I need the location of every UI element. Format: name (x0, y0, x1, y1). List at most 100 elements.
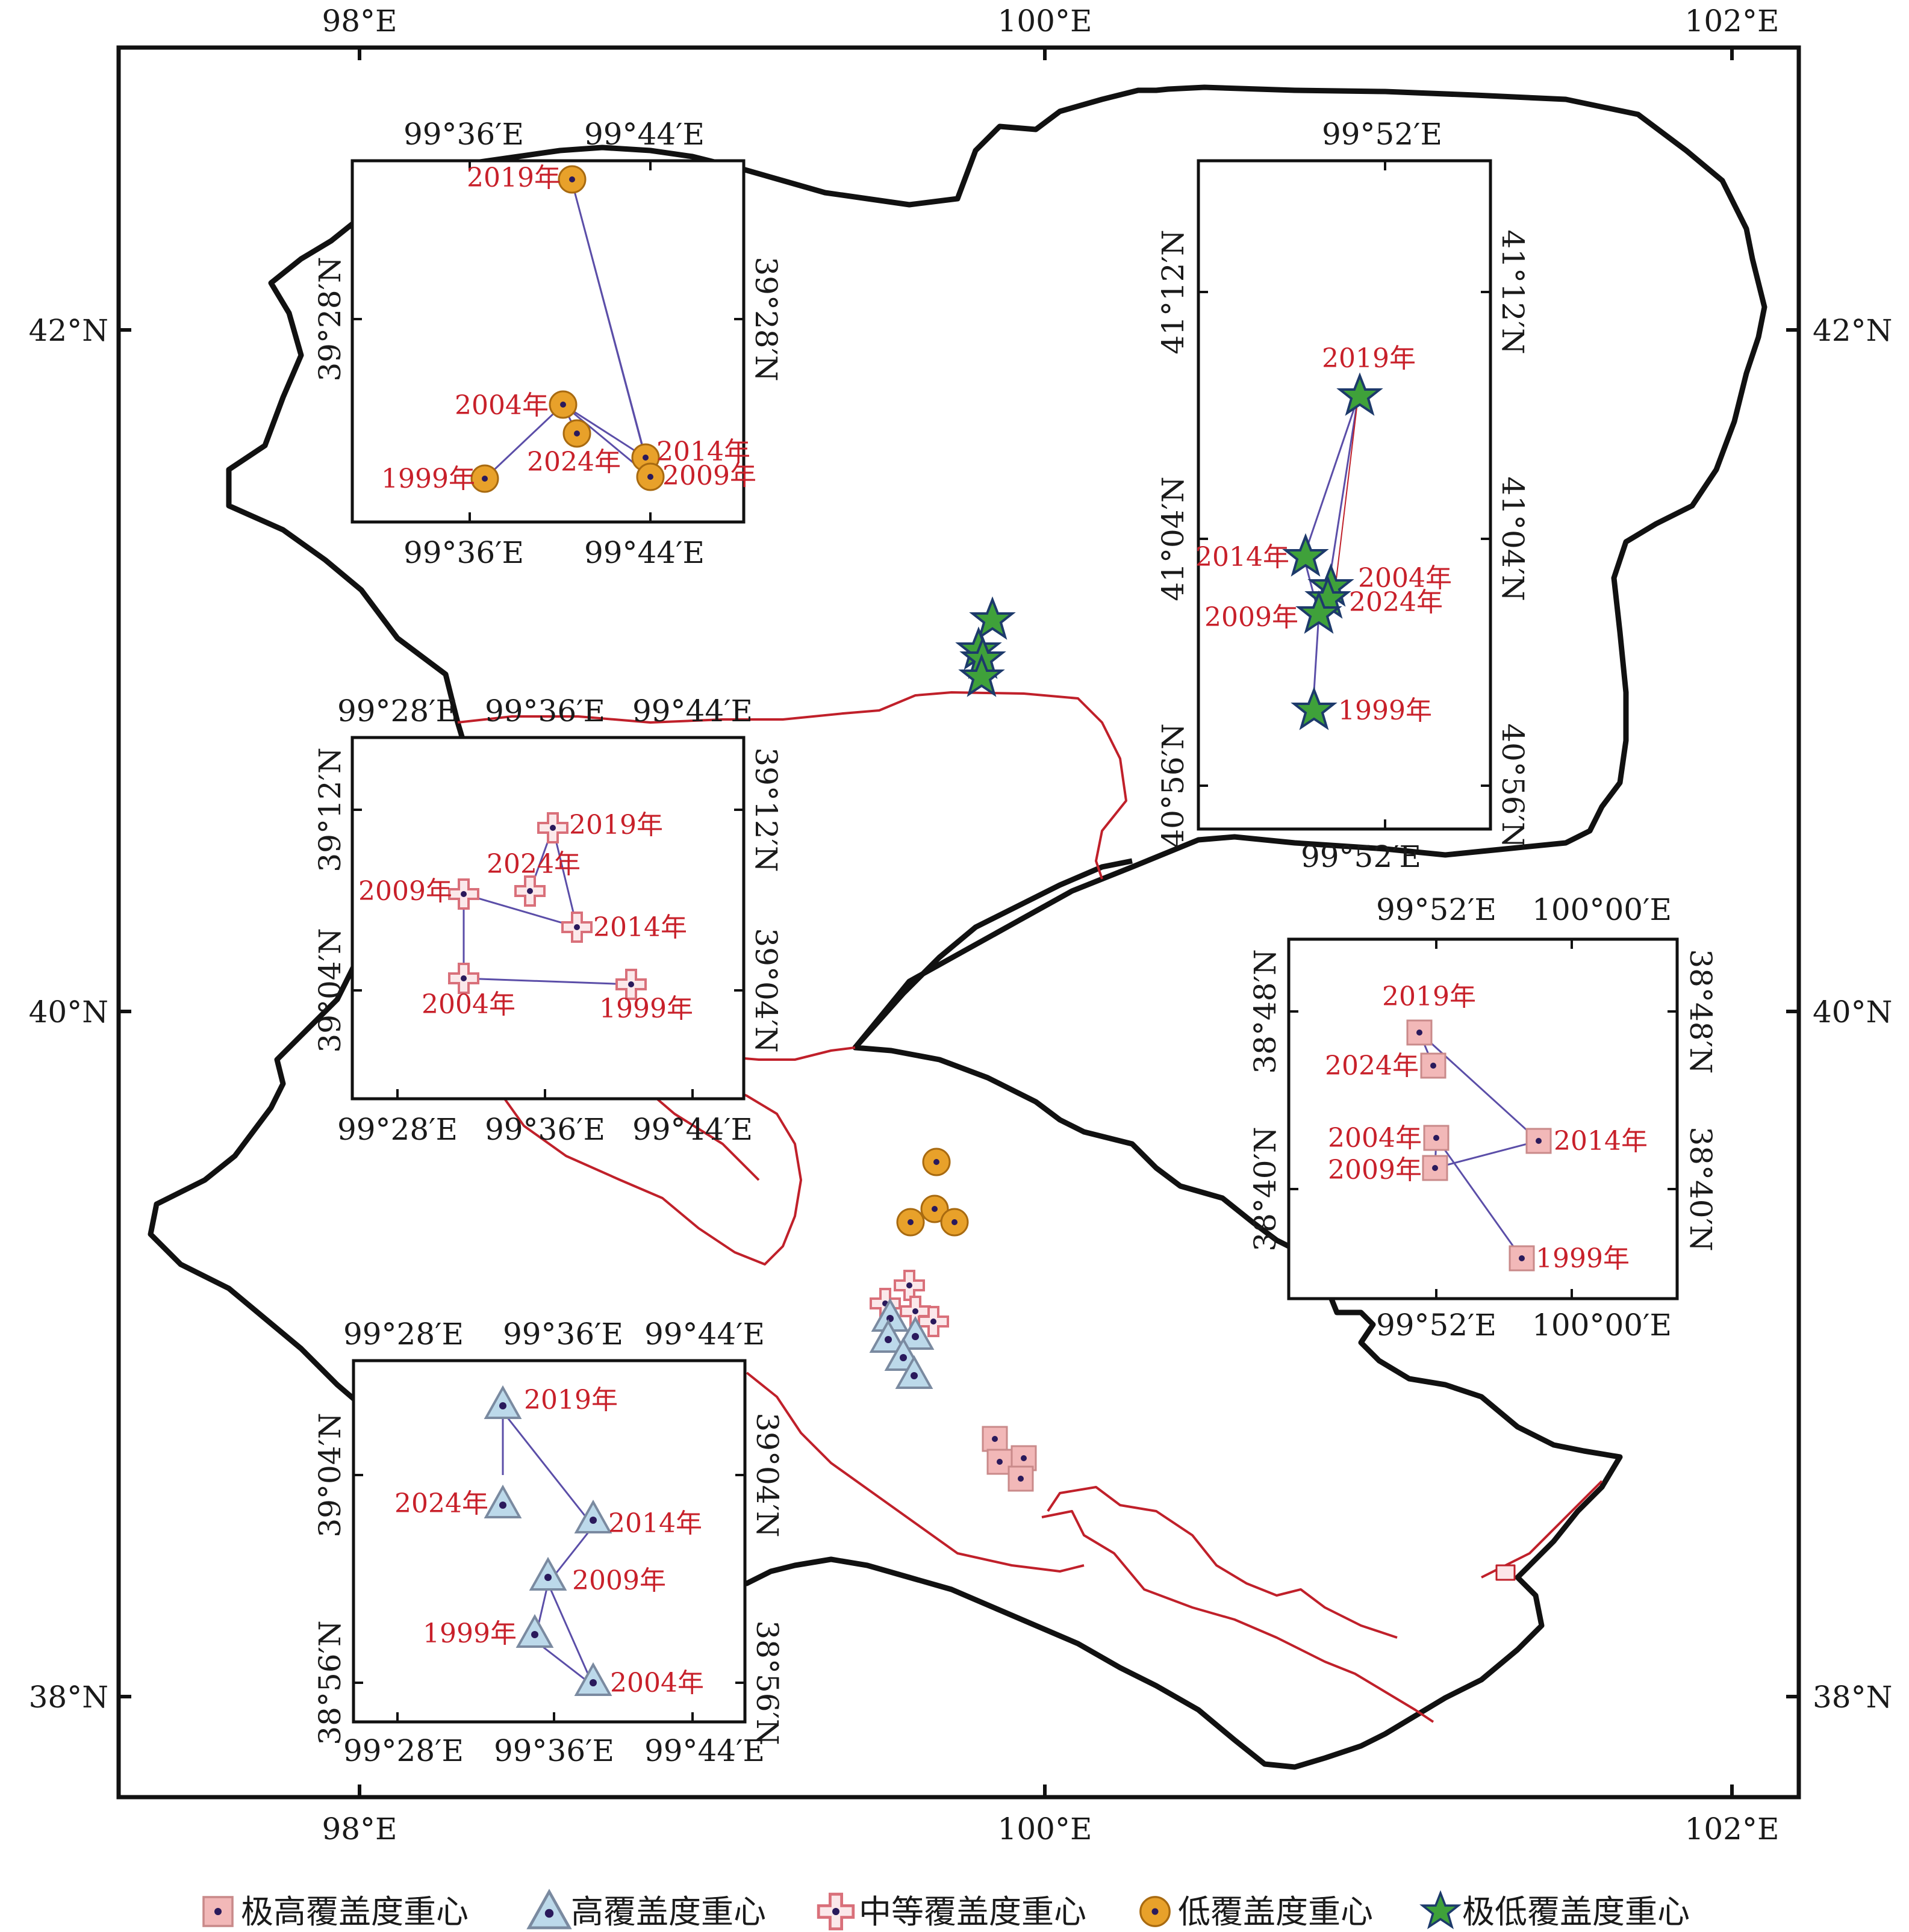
inset-med-x-bottom-2: 99°36′E (485, 1112, 605, 1147)
inset-xhigh-x-bottom-2: 100°00′E (1532, 1308, 1672, 1343)
inset-xlow-x-bottom: 99°52′E (1301, 839, 1421, 874)
inset-xhigh-x-top-2: 100°00′E (1532, 892, 1672, 927)
inset-low-label-2019: 2019年 (467, 163, 561, 193)
inset-extreme-high: 99°52′E 100°00′E 99°52′E 100°00′E 38°48′… (1248, 892, 1718, 1343)
main-axis-labels: 98°E 100°E 102°E 98°E 100°E 102°E 42°N 4… (29, 4, 1893, 1847)
y-tick-right-42: 42°N (1813, 313, 1892, 348)
inset-high-y-left-2: 38°56′N (313, 1620, 347, 1745)
pink-square-icon (1423, 1125, 1450, 1151)
x-tick-bottom-102: 102°E (1685, 1812, 1780, 1847)
inset-xlow-label-2024: 2024年 (1349, 587, 1443, 618)
inset-high-label-2019: 2019年 (524, 1385, 618, 1415)
x-tick-top-100: 100°E (998, 4, 1092, 39)
x-tick-bottom-100: 100°E (998, 1812, 1092, 1847)
inset-xlow-label-1999: 1999年 (1338, 695, 1432, 726)
inset-high-label-2004: 2004年 (610, 1668, 704, 1698)
inset-xlow-y-right-1: 41°12′N (1495, 229, 1530, 354)
y-tick-right-38: 38°N (1813, 1680, 1892, 1715)
legend-item-extreme-high: 极高覆盖度重心 (202, 1893, 469, 1931)
inset-xhigh-y-right-1: 38°48′N (1683, 949, 1718, 1073)
inset-xhigh-x-top-1: 99°52′E (1376, 892, 1496, 927)
inset-xhigh-label-2009: 2009年 (1328, 1155, 1422, 1185)
inset-xhigh-x-bottom-1: 99°52′E (1376, 1308, 1496, 1343)
inset-low: 99°36′E 99°44′E 99°36′E 99°44′E 39°28′N … (313, 117, 783, 570)
legend-label-low: 低覆盖度重心 (1178, 1893, 1373, 1931)
legend: 极高覆盖度重心 高覆盖度重心 中等覆盖度重心 低覆盖度重心 极低覆盖度重心 (202, 1892, 1690, 1931)
inset-xlow-y-left-3: 40°56′N (1156, 723, 1191, 848)
inset-xhigh-y-right-2: 38°40′N (1683, 1126, 1718, 1251)
inset-med-x-bottom-3: 99°44′E (632, 1112, 753, 1147)
orange-circle-icon (470, 464, 499, 493)
inset-extreme-low: 99°52′E 99°52′E 41°12′N 41°04′N 40°56′N … (1156, 117, 1530, 874)
pink-square-icon (1509, 1245, 1535, 1272)
inset-med-label-1999: 1999年 (599, 993, 693, 1024)
pink-square-icon (202, 1896, 234, 1927)
inset-high-x-bottom-2: 99°36′E (494, 1733, 614, 1768)
y-tick-left-38: 38°N (29, 1680, 108, 1715)
inset-med-x-top-1: 99°28′E (337, 694, 458, 728)
inset-low-x-bottom-2: 99°44′E (584, 535, 705, 570)
orange-circle-icon (562, 419, 591, 448)
inset-low-label-2004: 2004年 (455, 390, 549, 421)
inset-xhigh-label-2014: 2014年 (1554, 1126, 1648, 1157)
basin-boundary (148, 84, 1767, 1770)
inset-low-label-1999: 1999年 (381, 464, 475, 494)
inset-med-y-right-1: 39°12′N (749, 747, 783, 872)
extreme-low-markers (958, 598, 1014, 695)
legend-label-high: 高覆盖度重心 (571, 1893, 766, 1931)
inset-high-label-2014: 2014年 (608, 1508, 702, 1539)
pink-cross-icon (818, 1894, 853, 1929)
inset-low-y-left: 39°28′N (313, 256, 347, 381)
inset-med-label-2024: 2024年 (487, 849, 581, 880)
inset-xhigh-y-left-1: 38°48′N (1248, 949, 1283, 1073)
inset-high: 99°28′E 99°36′E 99°44′E 99°28′E 99°36′E … (313, 1317, 785, 1768)
inset-xhigh-label-2004: 2004年 (1328, 1123, 1422, 1154)
y-tick-left-40: 40°N (29, 995, 108, 1030)
inset-xhigh-y-left-2: 38°40′N (1248, 1126, 1283, 1251)
inset-medium: 99°28′E 99°36′E 99°44′E 99°28′E 99°36′E … (313, 694, 783, 1147)
internal-boundary (853, 858, 1133, 1049)
inset-med-label-2014: 2014年 (593, 912, 687, 943)
inset-low-y-right: 39°28′N (749, 256, 783, 381)
legend-item-extreme-low: 极低覆盖度重心 (1421, 1892, 1690, 1931)
orange-circle-icon (549, 390, 578, 419)
inset-high-y-right-1: 39°04′N (750, 1412, 785, 1537)
inset-high-x-top-1: 99°28′E (343, 1317, 464, 1352)
inset-xlow-x-top: 99°52′E (1322, 117, 1442, 152)
legend-label-extreme-low: 极低覆盖度重心 (1462, 1893, 1690, 1931)
y-tick-left-42: 42°N (29, 313, 108, 348)
river-network (457, 691, 1603, 1723)
legend-label-medium: 中等覆盖度重心 (859, 1893, 1086, 1931)
orange-circle-icon (558, 165, 587, 194)
orange-circle-icon (896, 1208, 925, 1237)
low-markers (896, 1148, 969, 1237)
inset-low-label-2014: 2014年 (656, 436, 750, 467)
extreme-high-markers (982, 1426, 1037, 1492)
inset-xlow-y-left-1: 41°12′N (1156, 229, 1191, 354)
legend-item-high: 高覆盖度重心 (529, 1892, 766, 1931)
legend-item-low: 低覆盖度重心 (1139, 1893, 1373, 1931)
pink-square-icon (1007, 1465, 1034, 1492)
inset-xlow-y-right-2: 41°04′N (1495, 476, 1530, 601)
inset-xhigh-label-1999: 1999年 (1536, 1243, 1630, 1274)
orange-circle-icon (1139, 1896, 1171, 1927)
inset-med-y-right-2: 39°04′N (749, 928, 783, 1052)
inset-med-x-top-3: 99°44′E (632, 694, 753, 728)
inset-low-x-top-1: 99°36′E (403, 117, 524, 152)
inset-med-y-left-2: 39°04′N (313, 928, 347, 1052)
x-tick-top-102: 102°E (1685, 4, 1780, 39)
inset-med-x-bottom-1: 99°28′E (337, 1112, 458, 1147)
orange-circle-icon (922, 1148, 951, 1176)
inset-low-label-2024: 2024年 (527, 447, 621, 477)
pink-square-icon (982, 1426, 1008, 1452)
inset-xlow-label-2019: 2019年 (1322, 343, 1416, 374)
pink-square-icon (1525, 1128, 1552, 1154)
pink-square-icon (1420, 1052, 1447, 1079)
blue-triangle-icon (529, 1892, 569, 1928)
inset-xlow-y-left-2: 41°04′N (1156, 476, 1191, 601)
inset-xlow-y-right-3: 40°56′N (1495, 723, 1530, 848)
inset-high-label-2009: 2009年 (572, 1565, 666, 1596)
inset-med-y-left-1: 39°12′N (313, 747, 347, 872)
pink-square-icon (1422, 1155, 1448, 1181)
